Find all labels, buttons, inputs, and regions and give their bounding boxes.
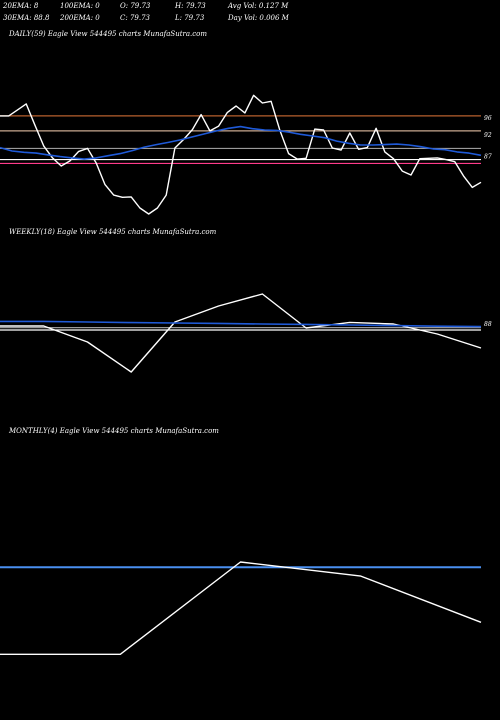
ema-line <box>0 125 482 160</box>
header-ema30: 30EMA: 88.8 <box>3 14 50 22</box>
weekly-panel-title: WEEKLY(18) Eagle View 544495 charts Muna… <box>9 228 217 236</box>
y-tick-label: 87 <box>484 154 492 161</box>
monthly-panel <box>0 561 482 655</box>
price-line <box>0 561 482 655</box>
y-tick-label: 92 <box>484 132 492 139</box>
header-ema20: 20EMA: 8 <box>2 2 39 10</box>
monthly-panel-title: MONTHLY(4) Eagle View 544495 charts Muna… <box>8 427 219 435</box>
header-ema200: 200EMA: 0 <box>59 14 100 22</box>
price-line <box>0 94 482 215</box>
header-open: O: 79.73 <box>120 2 151 10</box>
header-high: H: 79.73 <box>174 2 206 10</box>
y-tick-label: 88 <box>484 321 492 328</box>
header-day-vol: Day Vol: 0.006 M <box>227 14 290 22</box>
header-low: L: 79.73 <box>174 14 205 22</box>
ema-line <box>0 320 482 328</box>
header-avg-vol: Avg Vol: 0.127 M <box>227 2 289 10</box>
header-close: C: 79.73 <box>120 14 151 22</box>
y-tick-label: 96 <box>484 115 492 122</box>
daily-panel: 96 92 87 <box>0 94 492 215</box>
daily-panel-title: DAILY(59) Eagle View 544495 charts Munaf… <box>8 30 207 38</box>
header-ema100: 100EMA: 0 <box>60 2 100 10</box>
weekly-panel: 88 <box>0 293 492 373</box>
